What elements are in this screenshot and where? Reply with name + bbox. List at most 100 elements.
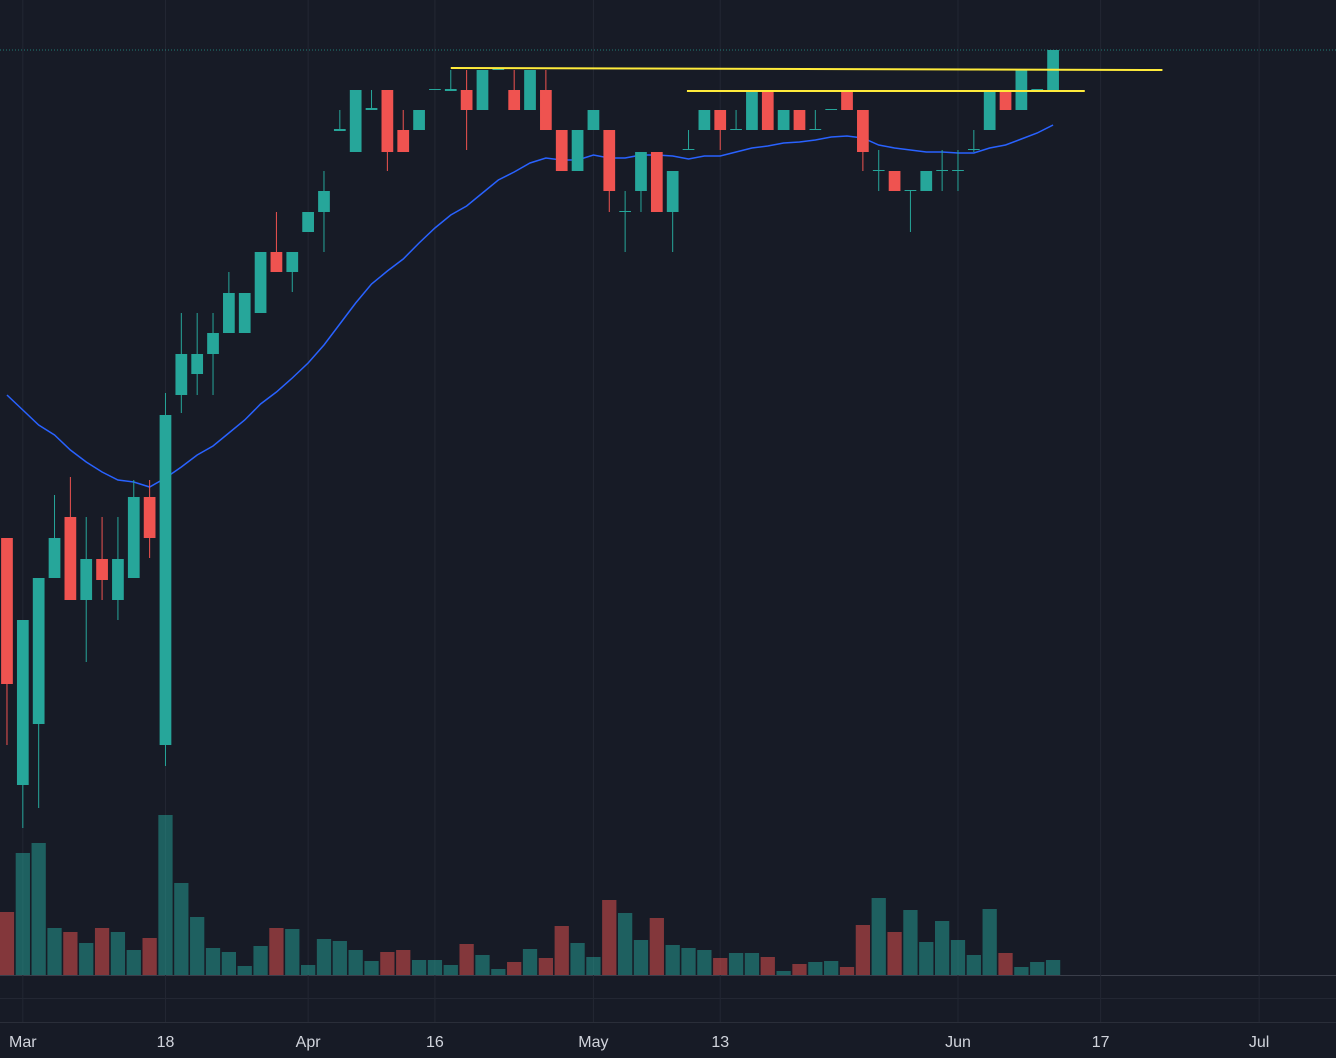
volume-bar [47, 928, 62, 975]
x-tick-label: Jun [945, 1034, 971, 1051]
candle-body [825, 109, 838, 110]
volume-bar [617, 913, 633, 975]
volume-bar [697, 950, 712, 975]
candle-body [999, 90, 1012, 110]
candle-body [159, 415, 172, 745]
volume-bar [237, 966, 252, 975]
candle-body [555, 130, 568, 171]
candle-body [191, 354, 204, 374]
candle-body [397, 130, 410, 152]
candle-body [524, 70, 536, 110]
candle-body [444, 89, 457, 91]
candle-body [175, 354, 188, 395]
volume-bar [665, 945, 680, 975]
candle-body [302, 212, 314, 232]
volume-bar [744, 953, 760, 975]
volume-bar [649, 918, 664, 975]
candle-body [888, 171, 901, 191]
candle-body [270, 252, 283, 272]
volume-bar [950, 940, 966, 975]
volume-bar [871, 898, 886, 975]
candle-body [698, 110, 711, 130]
volume-bar [887, 932, 902, 975]
volume-bar [966, 955, 981, 975]
volume-bar [522, 949, 538, 975]
x-tick-label: Jul [1249, 1034, 1269, 1051]
volume-bar [221, 952, 237, 975]
candle-body [238, 293, 251, 333]
candle-body [920, 171, 933, 191]
volume-bar [491, 969, 506, 975]
volume-bar [142, 938, 157, 975]
volume-bar [713, 958, 728, 975]
candle-body [381, 90, 394, 152]
candle-body [857, 110, 869, 152]
candle-body [730, 129, 742, 130]
volume-bar [760, 957, 775, 975]
volume-bar [475, 955, 490, 975]
volume-bar [15, 853, 30, 975]
candle-body [223, 293, 235, 333]
volume-bar [63, 932, 78, 975]
volume-bar [982, 909, 997, 975]
candle-body [650, 152, 663, 212]
candle-body [333, 129, 346, 131]
volume-bar [934, 921, 950, 975]
moving-average [6, 124, 1054, 488]
volume-bar [808, 962, 823, 975]
volume-bar [110, 932, 126, 975]
candle-body [32, 578, 45, 724]
candle-body [127, 497, 140, 578]
volume-bar [839, 967, 855, 975]
candle-body [16, 620, 29, 785]
x-tick-label: 16 [426, 1034, 444, 1051]
x-tick-label: May [578, 1034, 608, 1051]
candle-body [429, 89, 441, 90]
candle-body [967, 149, 980, 150]
candle-body [904, 190, 917, 191]
volume-bar [586, 957, 601, 975]
volume-bar [427, 960, 443, 975]
volume-bar [824, 961, 839, 975]
volume-bar [681, 948, 696, 975]
volume-bar [31, 843, 46, 975]
volume-bar [554, 926, 569, 975]
volume-bar [269, 928, 284, 975]
candle-body [587, 110, 600, 130]
candle-body [476, 70, 489, 110]
volume-bar [1030, 962, 1045, 975]
candle-body [349, 90, 362, 152]
candle-body [112, 559, 124, 600]
candle-body [540, 90, 552, 130]
candle-body [96, 559, 108, 580]
candle-body [746, 90, 758, 130]
candle-body [1031, 89, 1044, 90]
candle-body [983, 90, 996, 130]
volume-bar [79, 943, 94, 975]
candle-body [635, 152, 647, 191]
volume-bar [348, 950, 363, 975]
candle-body [603, 130, 616, 191]
candle-body [143, 497, 156, 538]
candle-body [809, 129, 822, 130]
volume-bar [126, 950, 141, 975]
candle-body [666, 171, 679, 212]
volume-bar [380, 952, 395, 975]
volume-bar [253, 946, 268, 975]
volume-bar [174, 883, 189, 975]
x-tick-label: Mar [9, 1034, 37, 1051]
volume-bar [998, 953, 1013, 975]
candle-body [952, 170, 964, 171]
candle-body [793, 110, 806, 130]
candle-body [413, 110, 425, 130]
volume-bar [602, 900, 617, 975]
volume-bar [364, 961, 379, 975]
volume-bar [190, 917, 205, 975]
candle-body [841, 90, 853, 110]
volume-bar [507, 962, 522, 975]
candle-body [714, 110, 727, 130]
volume-bar [332, 941, 347, 975]
candle-body [571, 130, 584, 171]
